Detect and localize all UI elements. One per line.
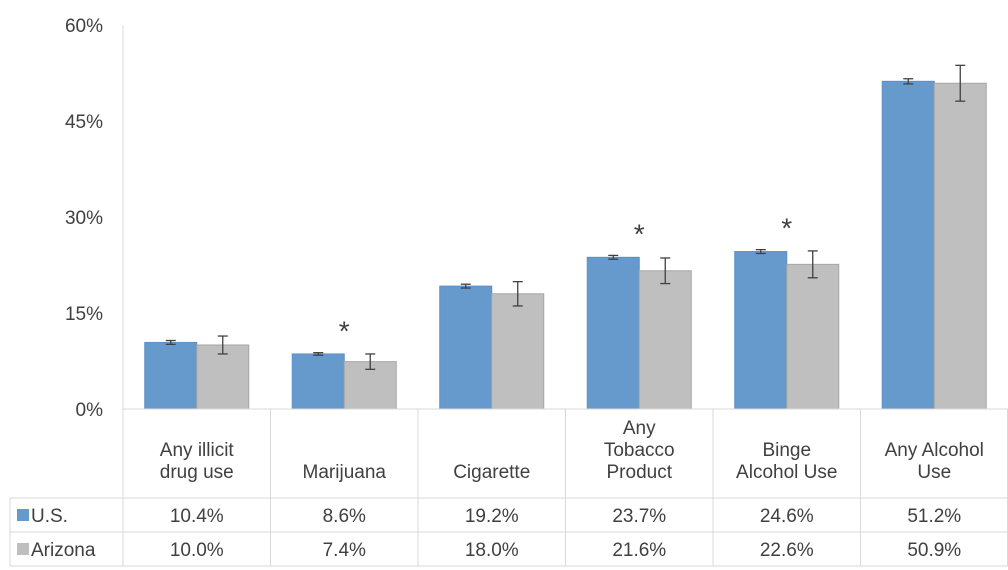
table-cell: 19.2% — [465, 506, 519, 527]
error-bar — [807, 250, 818, 279]
y-tick-label: 0% — [76, 400, 104, 421]
error-bar — [660, 257, 671, 285]
table-cell: 7.4% — [323, 540, 366, 561]
category-label-line: Any — [623, 418, 656, 439]
y-tick-label: 45% — [65, 112, 103, 133]
error-bar — [512, 280, 523, 307]
table-cell: 50.9% — [907, 540, 961, 561]
bar-arizona-3 — [638, 270, 692, 410]
category-labels: Any illicit drug use Marijuana Cigarette Any… — [160, 418, 984, 483]
bar-us-2 — [439, 285, 493, 410]
category-label-line: Binge — [762, 440, 811, 461]
legend-swatch-us — [17, 509, 29, 521]
error-bars — [165, 64, 966, 370]
category-label: Any Alcohol Use — [885, 440, 984, 483]
error-bar — [903, 78, 914, 85]
error-bar — [460, 283, 471, 289]
category-label: Binge Alcohol Use — [736, 440, 837, 483]
category-label-line: Cigarette — [453, 462, 530, 483]
category-label: Cigarette — [453, 462, 530, 483]
bar-arizona-2 — [491, 293, 545, 410]
category-label: Any illicit drug use — [160, 440, 235, 483]
bar-us-0 — [144, 341, 198, 410]
table-cell: 23.7% — [612, 506, 666, 527]
y-tick-label: 30% — [65, 208, 103, 229]
category-label-line: Product — [607, 462, 673, 483]
significance-marker: * — [781, 213, 792, 244]
y-tick-label: 15% — [65, 304, 103, 325]
error-bar — [365, 353, 376, 370]
error-bar — [313, 352, 324, 356]
data-table: U.S. 10.4% 8.6% 19.2% 23.7% 24.6% 51.2% Arizona… — [9, 408, 1008, 567]
legend-label-arizona: Arizona — [31, 540, 96, 561]
category-label-line: Use — [917, 462, 951, 483]
error-bar — [608, 254, 619, 260]
category-label-line: Any illicit — [160, 440, 235, 461]
table-cell: 8.6% — [323, 506, 366, 527]
table-cell: 51.2% — [907, 506, 961, 527]
significance-marker: * — [339, 316, 350, 347]
category-label-line: Marijuana — [303, 462, 387, 483]
category-label: Any Tobacco Product — [604, 418, 675, 483]
error-bar — [165, 339, 176, 346]
bar-arizona-4 — [786, 263, 840, 410]
significance-markers: * * * — [339, 213, 793, 347]
category-label-line: Any Alcohol — [885, 440, 984, 461]
bars — [144, 80, 987, 410]
category-label-line: Tobacco — [604, 440, 675, 461]
category-label: Marijuana — [303, 462, 387, 483]
table-cell: 24.6% — [760, 506, 814, 527]
bar-us-3 — [586, 256, 640, 410]
table-cell: 10.0% — [170, 540, 224, 561]
legend-swatch-arizona — [17, 543, 29, 555]
significance-marker: * — [634, 218, 645, 249]
category-label-line: Alcohol Use — [736, 462, 837, 483]
bar-arizona-5 — [933, 82, 987, 410]
y-axis: 0% 15% 30% 45% 60% — [65, 16, 124, 421]
error-bar — [217, 335, 228, 355]
error-bar — [955, 64, 966, 102]
table-cell: 10.4% — [170, 506, 224, 527]
bar-us-5 — [881, 80, 935, 410]
bar-us-4 — [734, 251, 788, 410]
table-cell: 18.0% — [465, 540, 519, 561]
legend-label-us: U.S. — [31, 506, 68, 527]
y-tick-label: 60% — [65, 16, 103, 37]
category-label-line: drug use — [160, 462, 234, 483]
error-bar — [755, 248, 766, 255]
bar-us-1 — [291, 353, 345, 410]
table-cell: 21.6% — [612, 540, 666, 561]
table-cell: 22.6% — [760, 540, 814, 561]
